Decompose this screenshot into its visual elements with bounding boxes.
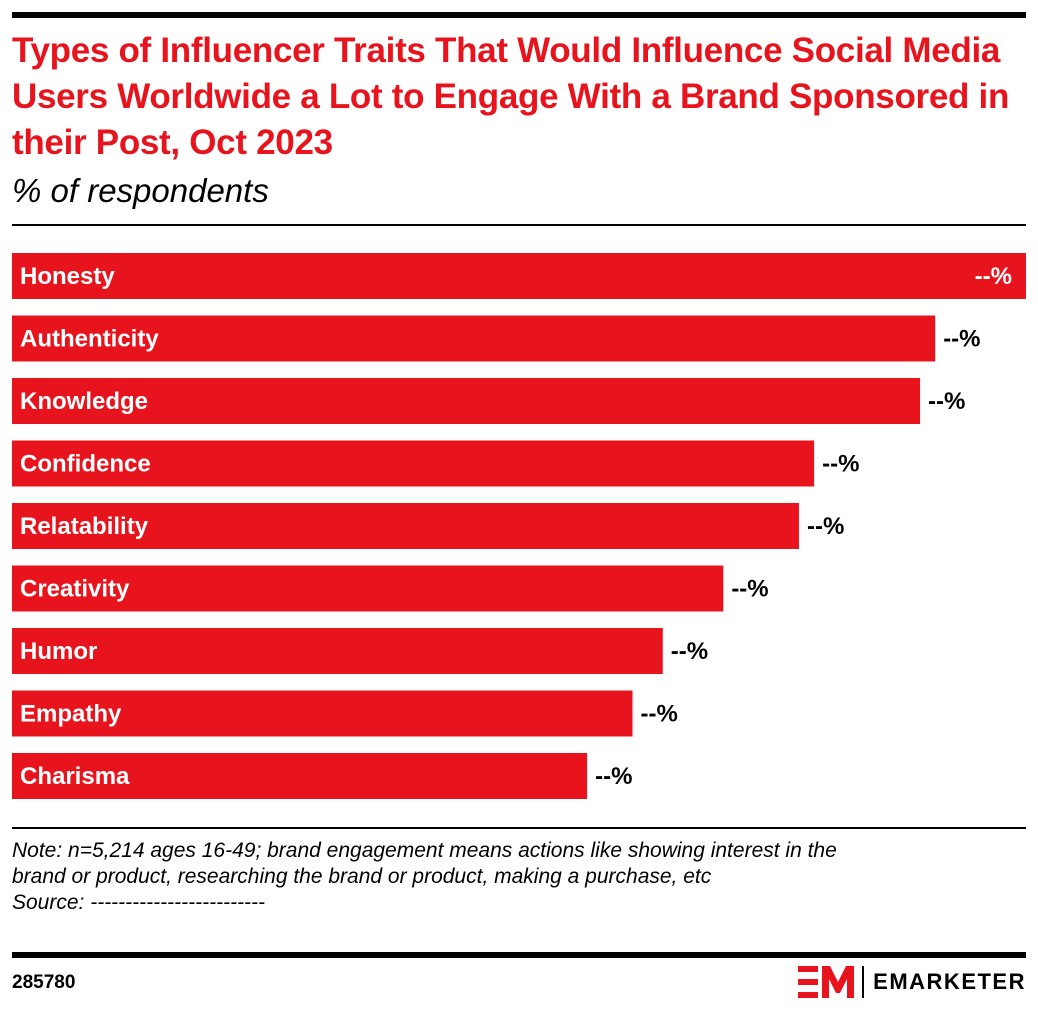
bar-row: Creativity --% [12, 565, 769, 612]
chart-id: 285780 [12, 972, 76, 993]
category-label: Honesty [20, 263, 115, 290]
bar [12, 440, 815, 487]
bar [12, 503, 799, 549]
bar-row: Empathy --% [12, 690, 678, 737]
emarketer-logo: EMARKETER [798, 964, 1026, 1000]
chart-subtitle: % of respondents [12, 172, 269, 209]
bar-row: Authenticity --% [12, 315, 981, 362]
value-label: --% [731, 576, 768, 603]
note-line-2: brand or product, researching the brand … [12, 865, 712, 888]
bar-row: Relatability --% [12, 503, 844, 549]
category-label: Creativity [20, 576, 130, 603]
bar-chart: Honesty --%Authenticity --%Knowledge --%Con… [12, 253, 1026, 799]
category-label: Charisma [20, 763, 130, 790]
value-label: --% [595, 763, 632, 790]
category-label: Confidence [20, 451, 151, 478]
bottom-rule [12, 952, 1026, 958]
category-label: Authenticity [20, 326, 159, 353]
category-label: Relatability [20, 513, 149, 540]
value-label: --% [641, 701, 678, 728]
value-label: --% [928, 388, 965, 415]
bar-row: Knowledge --% [12, 378, 965, 424]
bar [12, 315, 936, 362]
source-line: Source: ------------------------- [12, 891, 266, 914]
title-divider [12, 224, 1026, 226]
bar [12, 753, 588, 799]
brand-name: EMARKETER [873, 969, 1026, 994]
bar [12, 378, 921, 424]
category-label: Empathy [20, 701, 122, 728]
top-rule [12, 12, 1026, 18]
value-label: --% [943, 326, 980, 353]
logo-separator [862, 966, 865, 998]
bar [12, 565, 724, 612]
note-line-1: Note: n=5,214 ages 16-49; brand engageme… [12, 839, 837, 862]
chart-title: Types of Influencer Traits That Would In… [12, 31, 1010, 162]
bar [12, 690, 633, 737]
note-divider [12, 827, 1026, 829]
value-label: --% [807, 513, 844, 540]
bar-row: Charisma --% [12, 753, 632, 799]
bar [12, 253, 1026, 299]
em-logo-icon [798, 966, 855, 998]
value-label: --% [822, 451, 859, 478]
bar [12, 628, 663, 674]
bar-row: Confidence --% [12, 440, 859, 487]
bar-row: Honesty --% [12, 253, 1026, 299]
category-label: Knowledge [20, 388, 148, 415]
chart-note: Note: n=5,214 ages 16-49; brand engageme… [12, 838, 1026, 916]
value-label: --% [671, 638, 708, 665]
bar-row: Humor --% [12, 628, 708, 674]
category-label: Humor [20, 638, 97, 665]
value-label: --% [975, 263, 1012, 290]
